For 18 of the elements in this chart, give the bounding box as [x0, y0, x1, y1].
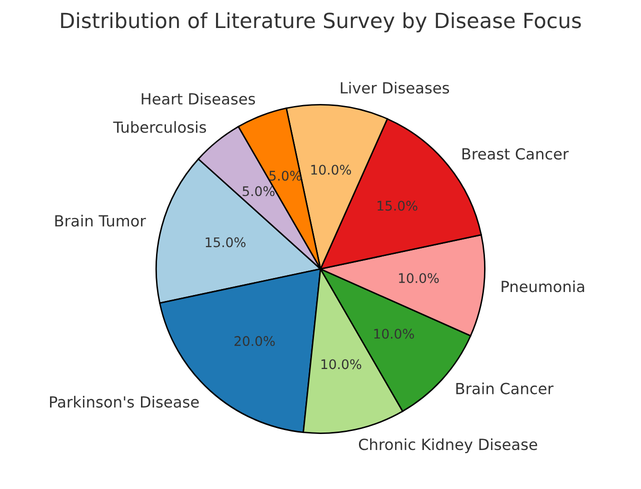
slice-label: Breast Cancer [462, 148, 569, 160]
slice-label: Heart Diseases [142, 92, 255, 105]
slice-label: Parkinson's Disease [50, 396, 199, 408]
data-label: 10.0% [311, 164, 352, 175]
slice-label: Tuberculosis [113, 121, 206, 133]
data-label: 10.0% [399, 273, 439, 284]
slice-label: Chronic Kidney Disease [358, 438, 538, 454]
slice-label: Liver Diseases [340, 82, 450, 94]
data-label: 5.0% [242, 186, 274, 196]
data-label: 15.0% [378, 200, 418, 211]
slice-label: Brain Cancer [456, 382, 554, 394]
chart-title: Distribution of Literature Survey by Disease Focus [61, 12, 581, 32]
data-label: 20.0% [234, 336, 275, 346]
data-label: 10.0% [321, 359, 362, 370]
data-label: 10.0% [374, 328, 414, 339]
slice-label: Pneumonia [502, 280, 584, 292]
slice-label: Brain Tumor [55, 214, 146, 227]
data-label: 15.0% [206, 237, 246, 248]
